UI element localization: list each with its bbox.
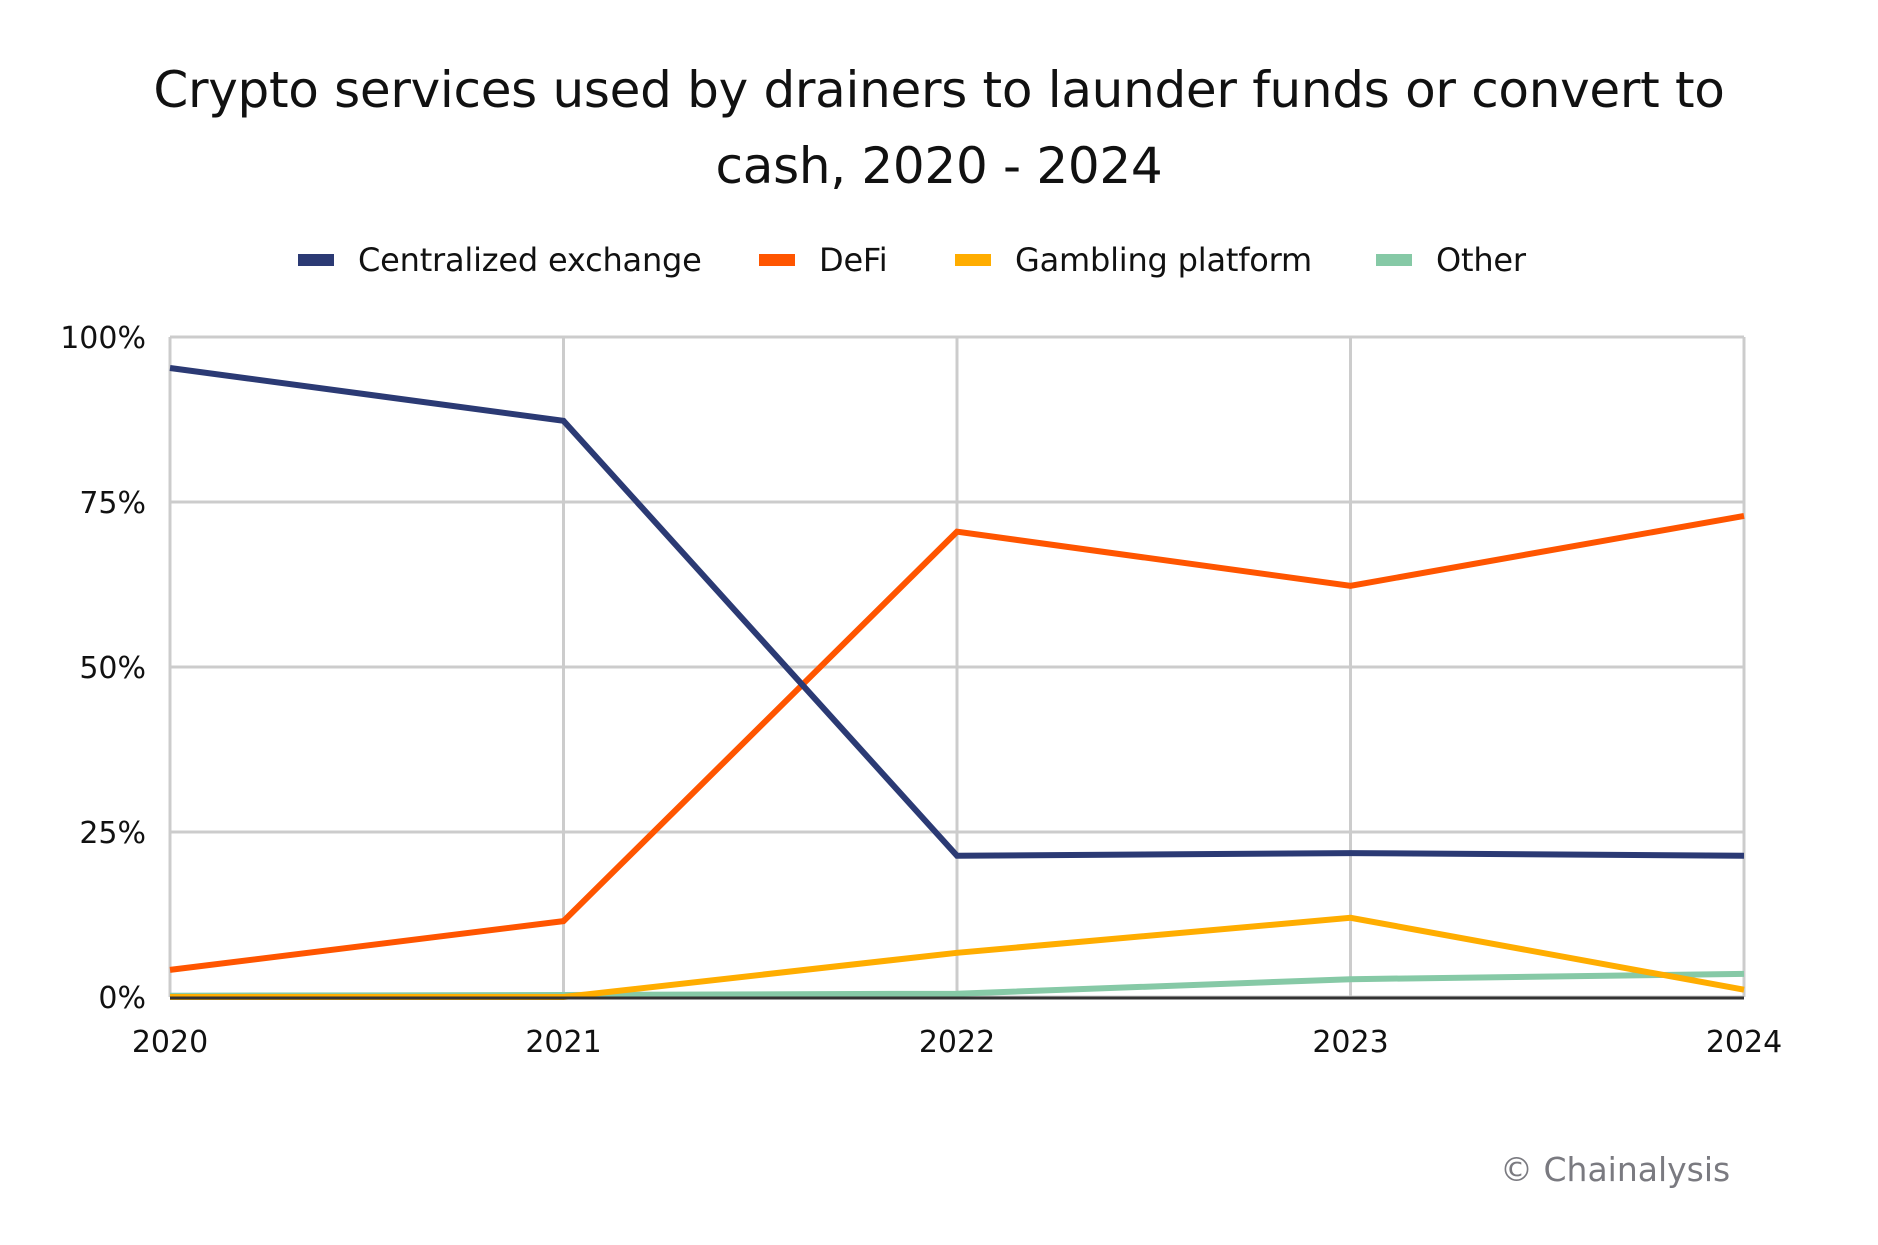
series-lines: [169, 365, 1745, 1000]
chart-legend: Centralized exchange DeFi Gambling platf…: [0, 238, 1878, 282]
x-tick-label: 2022: [919, 1025, 995, 1060]
y-tick-label: 75%: [79, 486, 146, 521]
chart-title-line-1: Crypto services used by drainers to laun…: [153, 61, 1725, 119]
x-axis-ticks: 2020 2021 2022 2023 2024: [132, 1025, 1782, 1060]
x-tick-label: 2021: [525, 1025, 601, 1060]
legend-label-gambling-platform: Gambling platform: [1015, 241, 1313, 279]
y-axis-ticks: 0% 25% 50% 75% 100%: [60, 321, 146, 1016]
series-line-centralized-exchange: [169, 365, 1745, 859]
copyright-text: © Chainalysis: [1500, 1150, 1731, 1189]
chart-title-line-2: cash, 2020 - 2024: [715, 137, 1163, 195]
legend-swatch-gambling-platform: [955, 254, 991, 266]
legend-label-centralized-exchange: Centralized exchange: [358, 241, 702, 279]
legend-swatch-centralized-exchange: [298, 254, 334, 266]
grid-lines: [168, 335, 1746, 999]
legend-item-other[interactable]: Other: [1376, 238, 1526, 282]
y-tick-label: 100%: [60, 321, 146, 356]
y-tick-label: 50%: [79, 651, 146, 686]
legend-item-defi[interactable]: DeFi: [759, 238, 888, 282]
legend-swatch-defi: [759, 254, 795, 266]
legend-label-defi: DeFi: [819, 241, 888, 279]
x-tick-label: 2024: [1706, 1025, 1782, 1060]
x-tick-label: 2023: [1312, 1025, 1388, 1060]
x-tick-label: 2020: [132, 1025, 208, 1060]
legend-swatch-other: [1376, 254, 1412, 266]
y-tick-label: 0%: [98, 981, 146, 1016]
y-tick-label: 25%: [79, 816, 146, 851]
legend-item-gambling-platform[interactable]: Gambling platform: [955, 238, 1312, 282]
legend-label-other: Other: [1436, 241, 1526, 279]
legend-item-centralized-exchange[interactable]: Centralized exchange: [298, 238, 702, 282]
chart-title: Crypto services used by drainers to laun…: [0, 52, 1878, 204]
series-line-defi: [169, 512, 1745, 973]
